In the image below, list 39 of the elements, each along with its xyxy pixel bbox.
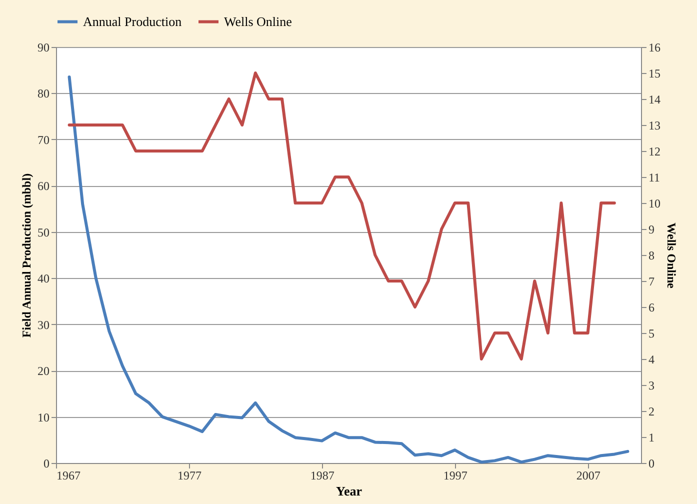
y-tick-label: 0 [44, 456, 50, 470]
y2-tick-label: 11 [648, 170, 660, 184]
y2-tick-label: 15 [648, 66, 660, 80]
y2-tick-label: 0 [648, 456, 654, 470]
x-tick-label: 1987 [310, 468, 334, 482]
y-axis-title: Field Annual Production (mbbl) [20, 173, 34, 338]
x-tick-label: 2007 [576, 468, 600, 482]
y2-tick-label: 2 [648, 404, 654, 418]
legend-label: Annual Production [83, 14, 182, 29]
y2-tick-label: 12 [648, 144, 660, 158]
legend-label: Wells Online [224, 14, 292, 29]
line-series [68, 76, 630, 464]
y2-tick-label: 16 [648, 40, 660, 54]
x-axis-title: Year [336, 484, 362, 498]
y-tick-label: 90 [38, 40, 50, 54]
y2-tick-label: 4 [648, 352, 654, 366]
y2-tick-label: 1 [648, 430, 654, 444]
y-tick-label: 30 [38, 318, 50, 332]
y2-tick-label: 7 [648, 274, 654, 288]
y-tick-label: 20 [38, 364, 50, 378]
y-tick-label: 40 [38, 272, 50, 286]
y-tick-label: 70 [38, 132, 50, 147]
y-tick-label: 60 [38, 179, 50, 194]
y2-axis-title: Wells Online [664, 222, 678, 290]
x-tick-label: 1977 [177, 468, 202, 482]
y2-tick-label: 14 [648, 92, 660, 106]
x-tick-label: 1967 [56, 468, 80, 482]
y2-tick-label: 10 [648, 196, 660, 210]
y2-tick-label: 9 [648, 222, 654, 236]
y2-tick-label: 8 [648, 248, 654, 262]
y2-tick-label: 6 [648, 300, 654, 314]
y-tick-label: 50 [38, 225, 50, 240]
y-tick-label: 10 [38, 410, 50, 424]
y2-tick-label: 3 [648, 378, 654, 392]
y2-tick-label: 13 [648, 118, 660, 132]
y2-tick-label: 5 [648, 326, 654, 340]
y-tick-label: 80 [38, 86, 50, 101]
x-tick-label: 1997 [443, 468, 468, 482]
line-series [68, 72, 616, 360]
